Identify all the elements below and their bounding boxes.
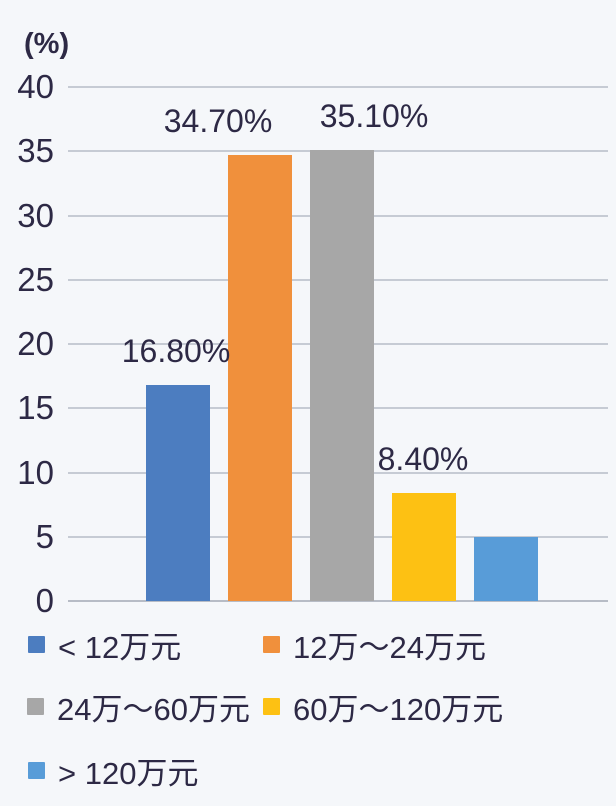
y-tick-label-0: 0 <box>35 582 54 619</box>
y-tick-label-30: 30 <box>17 197 54 234</box>
data-label-3: 35.10% <box>319 98 429 134</box>
legend-swatch-3 <box>27 697 44 715</box>
y-tick-label-40: 40 <box>17 68 54 105</box>
legend-item-4: 60万～120万元 <box>263 686 504 727</box>
y-tick-label-10: 10 <box>17 454 54 491</box>
gridline-0 <box>68 600 608 602</box>
bar-1 <box>146 385 210 601</box>
legend-swatch-2 <box>263 635 280 653</box>
legend-swatch-5 <box>28 761 45 779</box>
legend-swatch-4 <box>263 697 280 715</box>
bar-4 <box>392 493 456 601</box>
y-tick-label-5: 5 <box>35 518 54 555</box>
legend-label-4: 60万～120万元 <box>293 691 504 727</box>
legend-label-3: 24万～60万元 <box>57 691 250 727</box>
bar-3 <box>310 150 374 601</box>
legend-item-1: < 12万元 <box>28 624 182 665</box>
y-tick-label-15: 15 <box>17 389 54 426</box>
legend-item-3: 24万～60万元 <box>27 686 250 727</box>
legend-item-2: 12万～24万元 <box>263 624 486 665</box>
y-tick-label-25: 25 <box>17 261 54 298</box>
y-tick-label-20: 20 <box>17 325 54 362</box>
legend-swatch-1 <box>28 635 45 653</box>
data-label-2: 34.70% <box>163 103 273 139</box>
legend-item-5: > 120万元 <box>28 750 199 791</box>
y-axis-unit-label: (%) <box>24 28 70 60</box>
data-label-4: 8.40% <box>377 441 469 477</box>
y-tick-label-35: 35 <box>17 132 54 169</box>
data-label-1: 16.80% <box>121 333 231 369</box>
legend-label-5: > 120万元 <box>58 755 199 791</box>
bar-5 <box>474 537 538 601</box>
legend-label-1: < 12万元 <box>58 629 182 665</box>
bar-2 <box>228 155 292 601</box>
gridline-40 <box>68 86 608 88</box>
legend-label-2: 12万～24万元 <box>293 629 486 665</box>
